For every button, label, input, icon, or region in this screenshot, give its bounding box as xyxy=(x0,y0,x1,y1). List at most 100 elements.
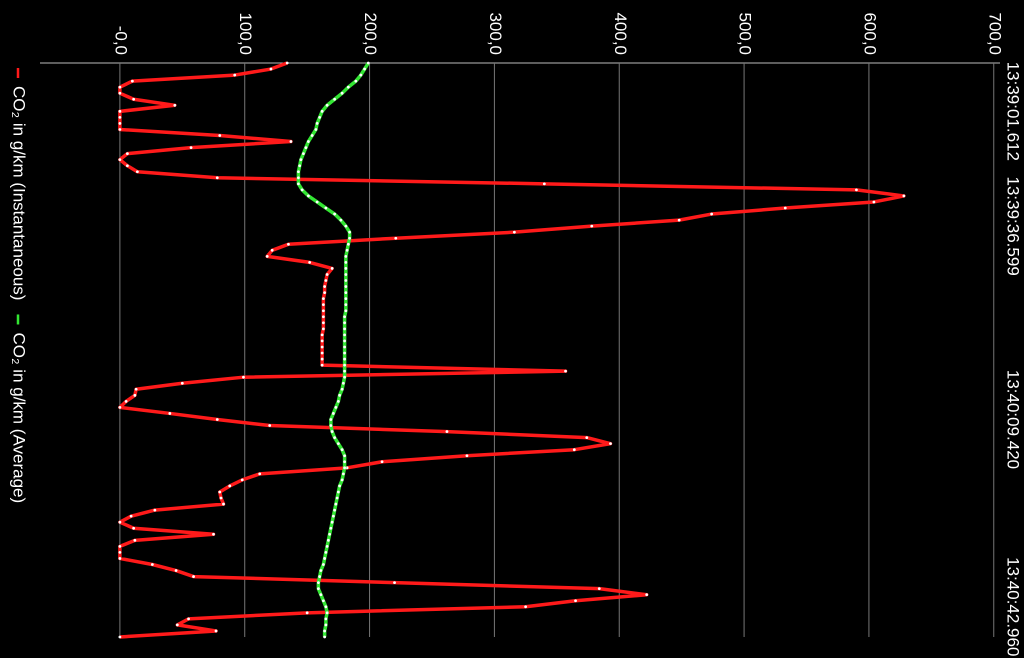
data-point xyxy=(321,321,325,325)
data-point xyxy=(341,472,345,476)
data-point xyxy=(324,279,328,282)
data-point xyxy=(212,532,215,536)
data-point xyxy=(348,230,351,234)
data-point xyxy=(173,103,177,107)
data-point xyxy=(323,285,327,288)
data-point xyxy=(344,267,348,270)
data-point xyxy=(310,134,314,137)
data-point xyxy=(314,128,318,131)
data-point xyxy=(331,514,335,518)
data-point xyxy=(308,260,312,264)
data-point xyxy=(902,194,906,198)
data-point xyxy=(340,387,344,391)
data-point xyxy=(326,538,330,542)
data-point xyxy=(324,617,328,621)
data-point xyxy=(330,430,334,433)
data-point xyxy=(542,182,546,186)
data-point xyxy=(180,381,184,385)
data-point xyxy=(118,85,122,89)
data-point xyxy=(287,242,290,246)
data-point xyxy=(187,617,190,621)
data-point xyxy=(228,484,232,488)
data-point xyxy=(572,448,576,452)
data-point xyxy=(344,303,348,307)
data-point xyxy=(323,557,327,560)
data-point xyxy=(297,176,300,180)
data-point xyxy=(677,218,681,222)
data-point xyxy=(304,146,308,149)
data-point xyxy=(302,152,305,156)
data-point xyxy=(320,345,324,349)
data-point xyxy=(319,569,323,572)
data-point xyxy=(590,224,594,228)
data-point xyxy=(585,436,589,440)
y-tick-label: 500,0 xyxy=(736,12,755,55)
data-point xyxy=(315,200,319,204)
data-point xyxy=(343,369,347,373)
data-point xyxy=(215,176,219,180)
data-point xyxy=(214,629,218,633)
data-point xyxy=(324,605,328,609)
data-point xyxy=(574,599,577,603)
data-point xyxy=(133,393,137,397)
data-point xyxy=(872,200,876,204)
y-tick-label: 200,0 xyxy=(361,12,380,55)
data-point xyxy=(343,315,347,319)
data-point xyxy=(346,242,350,246)
data-point xyxy=(268,424,272,427)
data-point xyxy=(338,484,342,488)
series-line xyxy=(296,62,370,637)
data-point xyxy=(336,399,340,403)
data-point xyxy=(344,309,348,313)
data-point xyxy=(710,212,714,216)
data-point xyxy=(300,188,304,192)
data-point xyxy=(343,454,347,458)
data-point xyxy=(344,285,348,288)
data-point xyxy=(394,236,398,240)
data-point xyxy=(333,212,337,216)
data-point xyxy=(320,357,324,361)
data-point xyxy=(333,97,337,101)
data-point xyxy=(118,109,122,113)
data-point xyxy=(336,442,340,446)
data-point xyxy=(118,544,122,548)
data-point xyxy=(330,267,334,270)
data-point xyxy=(321,297,325,301)
data-point xyxy=(118,115,122,119)
data-point xyxy=(118,520,122,524)
data-point xyxy=(320,339,324,343)
data-point xyxy=(323,635,327,639)
data-point xyxy=(153,508,157,512)
data-point xyxy=(340,478,344,482)
data-point xyxy=(343,327,347,331)
data-point xyxy=(318,575,322,578)
data-point xyxy=(343,351,347,355)
data-point xyxy=(299,158,303,162)
data-point xyxy=(333,508,337,512)
data-point xyxy=(307,194,310,198)
data-point xyxy=(118,551,122,554)
data-point xyxy=(297,182,300,186)
data-point xyxy=(118,406,122,409)
x-tick-label: 13:39:01.612 xyxy=(1004,62,1023,161)
data-point xyxy=(218,134,222,137)
data-point xyxy=(329,418,333,421)
data-point xyxy=(320,109,324,113)
data-point xyxy=(132,526,136,530)
data-point xyxy=(192,575,195,578)
y-tick-label: 600,0 xyxy=(860,12,879,55)
data-point xyxy=(118,158,122,162)
data-point xyxy=(380,460,384,464)
data-point xyxy=(336,490,340,494)
data-point xyxy=(125,152,129,156)
data-point xyxy=(329,526,333,530)
data-point xyxy=(125,164,129,168)
y-tick-label: 100,0 xyxy=(236,12,255,55)
data-point xyxy=(325,273,329,276)
data-point xyxy=(329,424,333,427)
data-point xyxy=(298,164,302,168)
data-point xyxy=(363,67,366,71)
data-point xyxy=(512,230,516,234)
data-point xyxy=(343,460,347,464)
